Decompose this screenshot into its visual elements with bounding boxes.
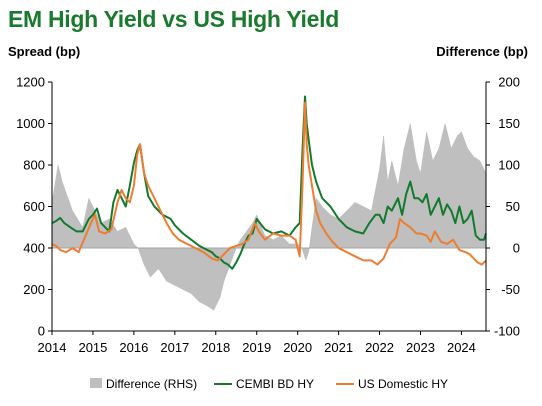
left-tick-label: 0 <box>38 324 45 339</box>
right-axis-title: Difference (bp) <box>436 44 528 59</box>
x-tick-label: 2022 <box>365 340 394 355</box>
x-tick-label: 2015 <box>78 340 107 355</box>
axis-layer: 0 200 400 600 800 1000 1200 -100 -50 0 50 100 150 200… <box>16 75 520 356</box>
left-tick-label: 800 <box>23 158 45 173</box>
x-tick-label: 2018 <box>201 340 230 355</box>
legend: Difference (RHS) CEMBI BD HY US Domestic H… <box>90 377 448 391</box>
chart-title: EM High Yield vs US High Yield <box>8 6 339 32</box>
left-tick-label: 1200 <box>16 75 45 90</box>
x-tick-label: 2014 <box>38 340 67 355</box>
right-tick-label: 0 <box>513 241 520 256</box>
legend-label: CEMBI BD HY <box>236 377 314 391</box>
right-tick-label: 100 <box>498 158 520 173</box>
legend-label: Difference (RHS) <box>106 377 197 391</box>
left-axis-title: Spread (bp) <box>8 44 81 59</box>
series-area-difference <box>51 123 487 311</box>
legend-swatch-difference <box>90 378 102 388</box>
x-tick-label: 2021 <box>324 340 353 355</box>
x-tick-label: 2023 <box>406 340 435 355</box>
right-tick-label: -100 <box>494 324 520 339</box>
left-tick-label: 1000 <box>16 116 45 131</box>
right-tick-label: -50 <box>501 282 520 297</box>
x-tick-label: 2017 <box>160 340 189 355</box>
series-line-1 <box>51 95 487 270</box>
difference-area-layer <box>51 123 487 311</box>
left-tick-label: 600 <box>23 199 45 214</box>
series-line-layer <box>51 95 487 270</box>
x-tick-label: 2024 <box>447 340 476 355</box>
left-tick-label: 200 <box>23 282 45 297</box>
right-tick-label: 150 <box>498 116 520 131</box>
left-tick-label: 400 <box>23 241 45 256</box>
right-tick-label: 200 <box>498 75 520 90</box>
legend-label: US Domestic HY <box>358 377 448 391</box>
series-line-2 <box>51 101 487 266</box>
x-tick-label: 2019 <box>242 340 271 355</box>
x-tick-label: 2016 <box>119 340 148 355</box>
x-tick-label: 2020 <box>283 340 312 355</box>
right-tick-label: 50 <box>506 199 520 214</box>
